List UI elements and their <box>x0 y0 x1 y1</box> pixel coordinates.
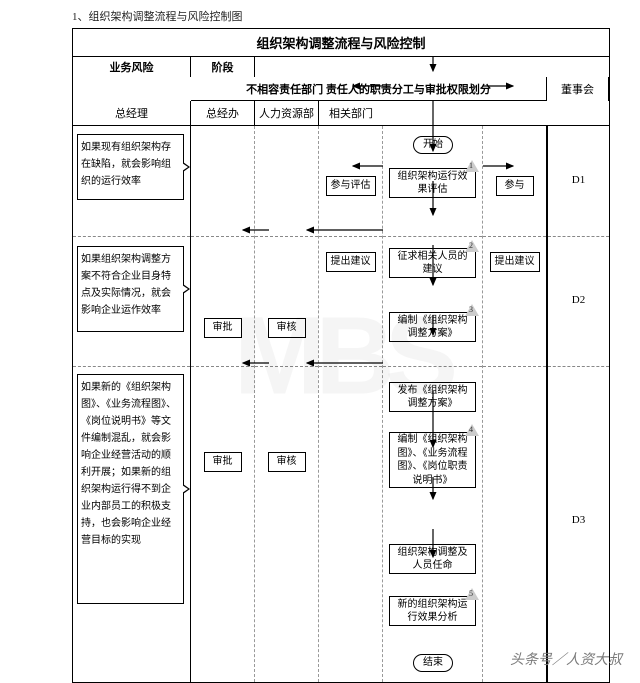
terminal-start: 开始 <box>413 136 453 154</box>
col-header-departments: 不相容责任部门 责任人的职责分工与审批权限划分 <box>191 77 547 101</box>
risk-tag-icon: 2 <box>465 240 479 252</box>
flowchart-sheet: 组织架构调整流程与风险控制 业务风险 不相容责任部门 责任人的职责分工与审批权限… <box>72 28 610 683</box>
side-node: 审批 <box>204 452 242 472</box>
col-header-risk: 业务风险 <box>73 57 191 77</box>
stage-label: D1 <box>548 174 609 186</box>
lane-related: 参与提出建议 <box>483 126 547 682</box>
terminal-end: 结束 <box>413 654 453 672</box>
process-node: 新的组织架构运行效果分析 <box>389 596 476 626</box>
side-node: 审批 <box>204 318 242 338</box>
process-node: 组织架构运行效果评估 <box>389 168 476 198</box>
lane-gm: 审核审核 <box>255 126 319 682</box>
side-node: 提出建议 <box>490 252 540 272</box>
sheet-title: 组织架构调整流程与风险控制 <box>73 29 609 57</box>
lane-stage: D1 D2 D3 <box>547 126 609 682</box>
lane-hr: 开始组织架构运行效果评估1 征求相关人员的建议2 编制《组织架构调整方案》3 发布《组… <box>383 126 483 682</box>
body-grid: 如果现有组织架构存在缺陷，就会影响组织的运行效率如果组织架构调整方案不符合企业目… <box>73 126 609 682</box>
col-header-related: 相关部门 <box>319 101 383 125</box>
risk-tag-icon: 3 <box>465 304 479 316</box>
stage-label: D3 <box>548 514 609 526</box>
risk-tag-icon: 1 <box>465 160 479 172</box>
page-caption: 1、组织架构调整流程与风险控制图 <box>0 0 640 28</box>
col-header-stage: 阶段 <box>191 57 255 77</box>
process-node: 编制《组织架构调整方案》 <box>389 312 476 342</box>
side-node: 参与 <box>496 176 534 196</box>
col-header-gmo: 总经办 <box>191 101 255 125</box>
risk-box: 如果组织架构调整方案不符合企业目身特点及实际情况，就会影响企业运作效率 <box>77 246 184 332</box>
risk-box: 如果新的《组织架构图》、《业务流程图》、《岗位说明书》等文件编制混乱，就会影响企… <box>77 374 184 604</box>
header-grid: 业务风险 不相容责任部门 责任人的职责分工与审批权限划分 阶段 董事会 总经理 … <box>73 57 609 126</box>
side-node: 提出建议 <box>326 252 376 272</box>
lane-risk: 如果现有组织架构存在缺陷，就会影响组织的运行效率如果组织架构调整方案不符合企业目… <box>73 126 191 682</box>
col-header-gm: 总经理 <box>73 101 191 125</box>
footer-credit: 头条号／人资大叔 <box>510 649 622 669</box>
risk-tag-icon: 4 <box>465 424 479 436</box>
lane-gmo: 参与评估提出建议 <box>319 126 383 682</box>
col-header-hr: 人力资源部 <box>255 101 319 125</box>
process-node: 组织架构调整及人员任命 <box>389 544 476 574</box>
side-node: 审核 <box>268 452 306 472</box>
risk-tag-icon: 5 <box>465 588 479 600</box>
lane-board: 审批审批 <box>191 126 255 682</box>
process-node: 发布《组织架构调整方案》 <box>389 382 476 412</box>
side-node: 审核 <box>268 318 306 338</box>
side-node: 参与评估 <box>326 176 376 196</box>
risk-box: 如果现有组织架构存在缺陷，就会影响组织的运行效率 <box>77 134 184 200</box>
col-header-board: 董事会 <box>547 77 609 101</box>
stage-label: D2 <box>548 294 609 306</box>
process-node: 征求相关人员的建议 <box>389 248 476 278</box>
process-node: 编制《组织架构图》、《业务流程图》、《岗位职责说明书》 <box>389 432 476 488</box>
